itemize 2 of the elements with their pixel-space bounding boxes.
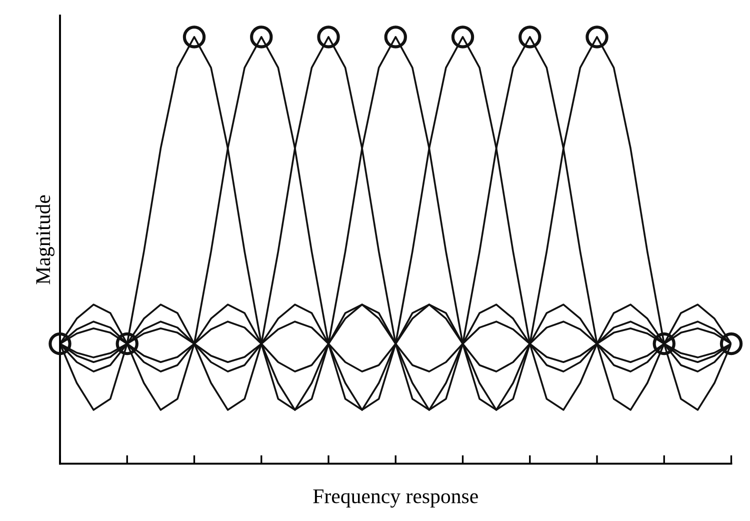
y-axis-title: Magnitude — [35, 195, 54, 284]
x-axis-title: Frequency response — [313, 489, 478, 508]
